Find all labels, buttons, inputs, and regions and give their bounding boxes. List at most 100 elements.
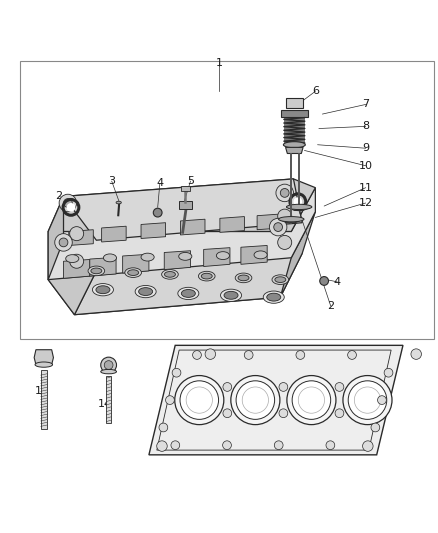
Ellipse shape [35,362,53,367]
Ellipse shape [96,286,110,294]
Ellipse shape [198,271,215,281]
Ellipse shape [138,288,153,295]
Ellipse shape [238,275,249,281]
Ellipse shape [125,268,141,278]
Polygon shape [280,212,315,297]
FancyBboxPatch shape [281,110,308,117]
Circle shape [274,223,283,231]
Polygon shape [149,345,403,455]
Ellipse shape [181,289,195,297]
Polygon shape [48,179,315,231]
Circle shape [104,361,113,369]
Circle shape [378,395,386,405]
Text: 13: 13 [359,386,373,397]
Text: 9: 9 [362,143,369,154]
Polygon shape [69,230,93,246]
Circle shape [166,395,174,405]
Polygon shape [74,253,302,314]
Text: 14: 14 [98,399,112,409]
Circle shape [269,219,287,236]
Text: 15: 15 [35,386,49,397]
Ellipse shape [141,253,154,261]
Text: 5: 5 [187,176,194,186]
Circle shape [55,233,72,251]
Ellipse shape [279,216,304,222]
Ellipse shape [179,253,192,260]
Circle shape [335,383,344,391]
Circle shape [205,349,215,359]
Ellipse shape [235,273,252,282]
Circle shape [326,441,335,449]
Text: 2: 2 [56,191,63,201]
Circle shape [348,381,387,419]
Circle shape [59,194,77,212]
Circle shape [384,368,393,377]
Ellipse shape [201,273,212,279]
Circle shape [278,236,292,249]
Ellipse shape [254,251,267,259]
Ellipse shape [91,268,102,274]
Polygon shape [90,257,116,276]
Circle shape [180,381,219,419]
Text: 3: 3 [108,176,115,186]
Ellipse shape [267,293,281,301]
Text: 2: 2 [327,301,334,311]
Polygon shape [286,147,303,154]
Text: 8: 8 [362,122,369,131]
FancyBboxPatch shape [284,118,305,143]
Circle shape [279,383,288,391]
Ellipse shape [92,284,113,296]
Polygon shape [64,179,302,240]
Polygon shape [257,214,282,230]
Circle shape [280,189,289,197]
Polygon shape [48,188,315,280]
Circle shape [320,277,328,285]
Circle shape [101,357,117,373]
Polygon shape [141,223,166,238]
Ellipse shape [162,270,178,279]
Ellipse shape [165,271,175,277]
Polygon shape [279,219,304,223]
Text: 10: 10 [359,161,373,171]
Circle shape [236,381,275,419]
Ellipse shape [101,369,117,374]
Text: 6: 6 [312,86,319,96]
Circle shape [59,238,68,247]
Ellipse shape [263,291,284,303]
Circle shape [64,199,72,207]
Text: 4: 4 [156,178,163,188]
Ellipse shape [220,289,242,302]
Bar [20,61,434,339]
Ellipse shape [103,254,117,262]
FancyBboxPatch shape [179,201,192,209]
Polygon shape [34,350,53,365]
Text: 12: 12 [359,198,373,208]
Ellipse shape [116,201,121,204]
Circle shape [70,227,84,241]
Circle shape [276,184,293,201]
Ellipse shape [224,292,238,299]
Circle shape [172,368,181,377]
Text: 7: 7 [362,100,369,109]
Circle shape [363,441,373,451]
Circle shape [354,387,381,413]
Circle shape [186,387,212,413]
Polygon shape [180,219,205,235]
Ellipse shape [178,287,199,300]
Ellipse shape [66,255,79,263]
FancyBboxPatch shape [286,98,303,108]
Polygon shape [48,197,64,280]
Circle shape [223,441,231,449]
Circle shape [296,351,305,359]
Circle shape [278,209,292,223]
Circle shape [293,197,302,206]
FancyBboxPatch shape [181,186,190,191]
Circle shape [348,351,357,359]
Circle shape [343,376,392,425]
Circle shape [223,409,232,418]
Text: 1: 1 [215,58,223,68]
Bar [41,370,47,429]
Ellipse shape [275,277,286,282]
Circle shape [335,409,344,418]
Polygon shape [48,258,291,314]
